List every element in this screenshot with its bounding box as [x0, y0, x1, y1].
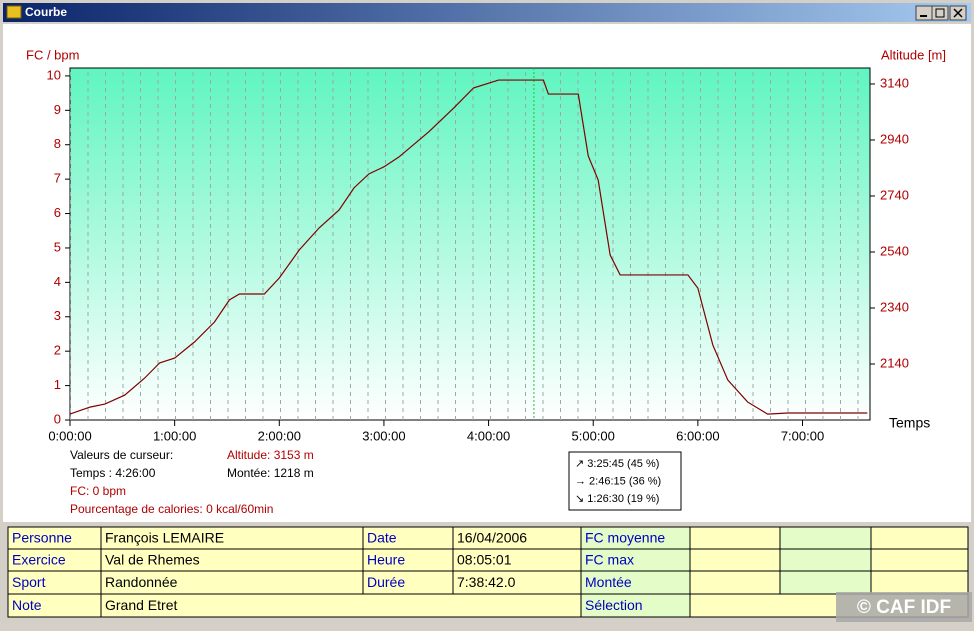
y-tick-label: 10: [47, 67, 61, 82]
window-title: Courbe: [25, 5, 67, 19]
window-buttons[interactable]: [915, 5, 967, 21]
table-cell: [779, 526, 872, 550]
y-tick-label: 7: [54, 171, 61, 186]
minimize-button[interactable]: [915, 5, 933, 21]
x-tick-label: 2:00:00: [258, 428, 301, 443]
chart: 0 1 2 3 4 5 6 7 8 9 10 2140 2340 2540 2740 2940 3140 0:00…: [47, 67, 909, 443]
table-text: François LEMAIRE: [105, 530, 224, 546]
y2-tick-label: 3140: [880, 75, 909, 90]
table-text: Sport: [12, 574, 46, 590]
table-text: FC max: [585, 552, 634, 568]
table-cell: [870, 570, 969, 595]
table-text: Durée: [367, 574, 405, 590]
x-tick-label: 5:00:00: [572, 428, 615, 443]
slope-entry: → 2:46:15 (36 %): [575, 475, 661, 487]
table-text: Exercice: [12, 552, 66, 568]
y2-tick-label: 2140: [880, 355, 909, 370]
y-tick-label: 6: [54, 205, 61, 220]
x-tick-label: 7:00:00: [781, 428, 824, 443]
slope-box: [568, 451, 682, 511]
maximize-button[interactable]: [931, 5, 949, 21]
table-text: Val de Rhemes: [105, 552, 200, 568]
table-text: Sélection: [585, 597, 643, 613]
table-cell: [779, 548, 872, 572]
slope-entry: ↗ 3:25:45 (45 %): [575, 458, 659, 470]
y2-tick-label: 2540: [880, 243, 909, 258]
table-cell: [689, 526, 781, 550]
cursor-fc: FC: 0 bpm: [70, 484, 126, 498]
y-tick-label: 2: [54, 343, 61, 358]
minor-grid: [70, 68, 870, 420]
table-cell: [870, 526, 969, 550]
info-table: Personne François LEMAIRE Date 16/04/2006 FC…: [7, 526, 969, 618]
y-axis-title: FC / bpm: [26, 47, 79, 62]
slope-entry: ↘ 1:26:30 (19 %): [575, 493, 659, 505]
table-cell: [689, 570, 781, 595]
window-icon: [6, 5, 22, 19]
table-text: 7:38:42.0: [457, 574, 516, 590]
table-text: Montée: [585, 574, 632, 590]
y-tick-label: 5: [54, 239, 61, 254]
close-glyph: [953, 8, 963, 18]
table-cell: [779, 570, 872, 595]
table-text: Personne: [12, 530, 72, 546]
table-text: Grand Etret: [105, 597, 177, 613]
y-tick-label: 8: [54, 136, 61, 151]
table-text: 16/04/2006: [457, 530, 527, 546]
x-tick-label: 0:00:00: [48, 428, 91, 443]
y-tick-label: 1: [54, 377, 61, 392]
y2-tick-label: 2940: [880, 131, 909, 146]
y-tick-label: 9: [54, 102, 61, 117]
table-cell: [870, 548, 969, 572]
slope-list: ↗ 3:25:45 (45 %) → 2:46:15 (36 %) ↘ 1:26:3…: [575, 458, 661, 505]
table-text: 08:05:01: [457, 552, 512, 568]
y2-tick-label: 2740: [880, 187, 909, 202]
title-bar: [3, 3, 971, 22]
x-axis-title: Temps: [889, 415, 930, 431]
cursor-calories: Pourcentage de calories: 0 kcal/60min: [70, 502, 273, 516]
maximize-glyph: [935, 8, 945, 18]
x-tick-label: 6:00:00: [676, 428, 719, 443]
y-tick-label: 4: [54, 274, 61, 289]
altitude-line: [69, 79, 868, 415]
y2-axis-title: Altitude [m]: [881, 47, 946, 62]
table-text: Note: [12, 597, 42, 613]
x-tick-label: 3:00:00: [362, 428, 405, 443]
cursor-altitude: Altitude: 3153 m: [227, 448, 314, 462]
watermark-bg: [836, 592, 972, 622]
table-text: Date: [367, 530, 397, 546]
y2-tick-label: 2340: [880, 299, 909, 314]
y-tick-label: 0: [54, 411, 61, 426]
table-text: FC moyenne: [585, 530, 665, 546]
table-cell: [689, 548, 781, 572]
y-tick-label: 3: [54, 308, 61, 323]
x-tick-label: 4:00:00: [467, 428, 510, 443]
table-text: Heure: [367, 552, 405, 568]
cursor-climb: Montée: 1218 m: [227, 466, 314, 480]
cursor-heading: Valeurs de curseur:: [70, 448, 173, 462]
x-tick-label: 1:00:00: [153, 428, 196, 443]
cursor-time: Temps : 4:26:00: [70, 466, 156, 480]
table-text: Randonnée: [105, 574, 178, 590]
watermark: © CAF IDF: [857, 597, 951, 618]
